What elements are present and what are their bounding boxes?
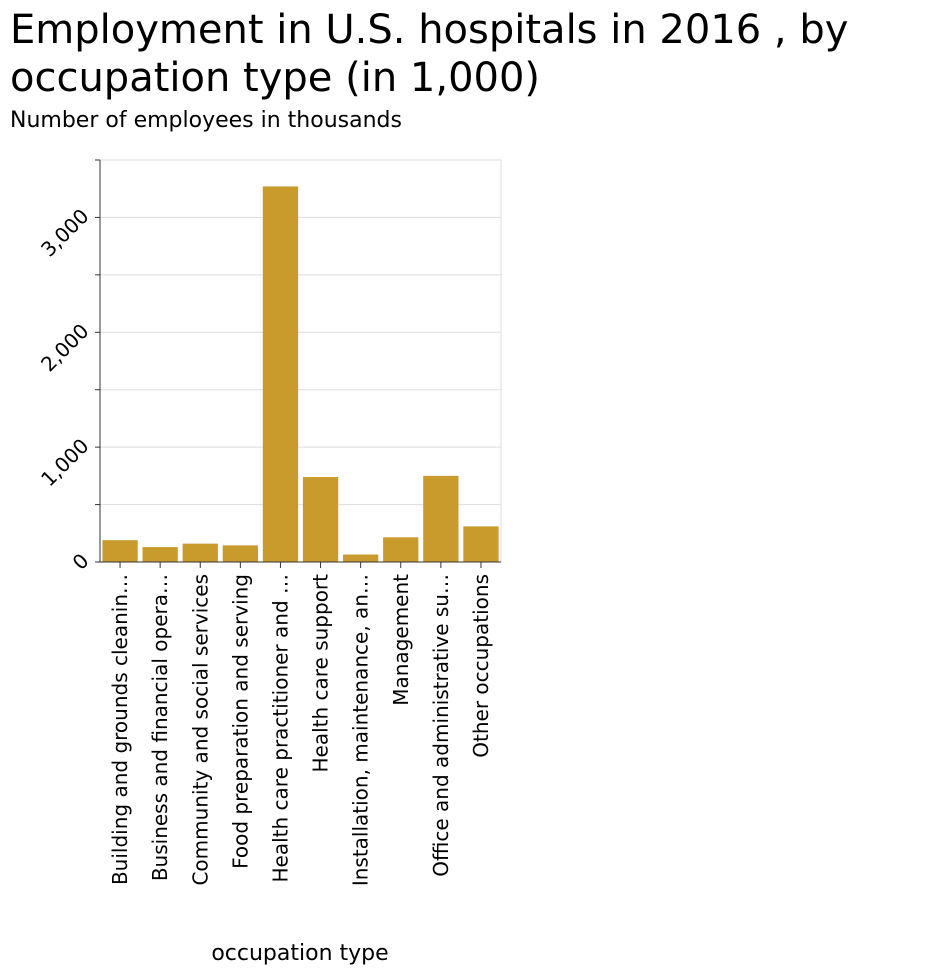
x-tick-label: Installation, maintenance, an… [349, 574, 373, 886]
x-tick-label: Business and financial opera… [148, 574, 172, 881]
x-axis-label: occupation type [211, 941, 388, 966]
bar [142, 547, 178, 562]
x-tick-label: Management [389, 574, 413, 706]
bar [343, 554, 379, 562]
y-tick-label: 1,000 [36, 434, 93, 491]
x-ticks: Building and grounds cleanin… Business an… [108, 562, 493, 886]
y-tick-label: 0 [68, 549, 94, 575]
bar [423, 475, 459, 562]
x-tick-label: Health care practitioner and … [268, 574, 292, 882]
x-tick-label: Office and administrative su… [429, 574, 453, 877]
chart-title: Employment in U.S. hospitals in 2016 , b… [10, 7, 849, 101]
bar [302, 477, 339, 562]
bar [222, 545, 258, 562]
bars [102, 186, 499, 562]
y-tick-label: 2,000 [36, 319, 93, 376]
y-ticks: 0 1,000 2,000 3,000 [36, 159, 100, 575]
x-tick-label: Health care support [309, 574, 333, 773]
bar [463, 526, 499, 562]
x-tick-label: Community and social services [188, 574, 212, 886]
x-tick-label: Other occupations [469, 574, 493, 758]
bar [182, 543, 218, 562]
x-tick-label: Building and grounds cleanin… [108, 574, 132, 885]
axes [99, 160, 501, 563]
y-axis-label: Number of employees in thousands [10, 108, 402, 133]
x-tick-label: Food preparation and serving [228, 574, 252, 869]
y-tick-label: 3,000 [36, 204, 93, 261]
bar [262, 186, 299, 562]
bar [383, 537, 419, 562]
bar [102, 540, 138, 562]
